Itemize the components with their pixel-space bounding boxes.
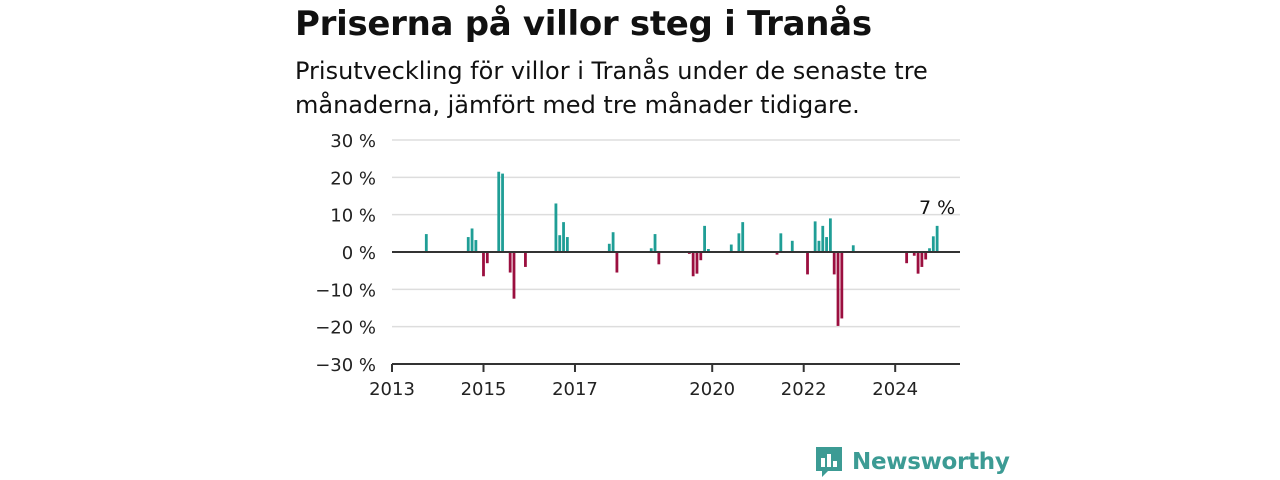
bar — [653, 234, 657, 252]
bar — [931, 236, 935, 252]
bar — [470, 228, 474, 252]
bar — [832, 252, 836, 275]
bar — [485, 252, 489, 264]
bar — [524, 252, 527, 267]
bar — [737, 233, 741, 252]
bar — [424, 234, 428, 252]
x-tick-label: 2015 — [461, 379, 507, 400]
bar — [825, 237, 828, 252]
bar — [928, 248, 931, 252]
bar — [691, 252, 695, 277]
x-tick-label: 2017 — [552, 379, 598, 400]
bar — [497, 171, 501, 252]
bar — [806, 252, 809, 275]
bar — [657, 252, 661, 265]
y-tick-label: 20 % — [330, 168, 376, 189]
bar — [615, 252, 619, 273]
bar — [912, 252, 916, 256]
chart-subtitle: Prisutveckling för villor i Tranås under… — [295, 57, 928, 119]
y-tick-label: −10 % — [315, 280, 376, 301]
bar — [508, 252, 512, 273]
bar — [699, 252, 703, 261]
bar — [482, 252, 485, 277]
bar — [920, 252, 924, 267]
labels: 30 % 20 % 10 % 0 % −10 % −20 % −30 % 2013 2015 20… — [315, 131, 955, 400]
y-tick-label: 0 % — [342, 243, 376, 264]
bar — [821, 225, 825, 252]
bar — [695, 252, 699, 274]
bar — [775, 252, 779, 255]
bar — [840, 252, 844, 319]
data-label: 7 % — [919, 197, 955, 219]
brand-name: Newsworthy — [852, 449, 1010, 475]
bar — [501, 173, 504, 252]
grid-lines — [392, 139, 960, 328]
newsworthy-logo-icon — [816, 447, 842, 477]
bar — [707, 249, 710, 252]
bar — [554, 203, 558, 252]
bar — [790, 240, 794, 252]
bar — [813, 221, 817, 252]
bar — [558, 235, 562, 252]
bar — [466, 237, 470, 252]
bar — [611, 232, 615, 252]
y-tick-label: 10 % — [330, 206, 376, 227]
bar — [817, 240, 821, 252]
bar — [851, 245, 855, 252]
y-tick-label: −30 % — [315, 355, 376, 376]
y-tick-label: −20 % — [315, 318, 376, 339]
bar — [607, 243, 611, 252]
bar — [649, 248, 653, 252]
bar — [741, 222, 745, 252]
bar — [703, 225, 706, 252]
bar — [565, 237, 569, 252]
bar — [828, 218, 832, 252]
bar — [474, 240, 478, 252]
bar — [836, 252, 840, 326]
bar — [512, 252, 516, 299]
x-tick-label: 2024 — [872, 379, 918, 400]
bar — [779, 233, 783, 252]
y-tick-label: 30 % — [330, 131, 376, 152]
bar — [935, 225, 939, 252]
bar — [924, 252, 928, 260]
bar — [916, 252, 920, 274]
axes — [391, 251, 960, 372]
bar — [905, 252, 909, 264]
x-tick-label: 2013 — [369, 379, 415, 400]
bars — [424, 171, 939, 326]
bar — [729, 244, 733, 252]
bar — [562, 222, 565, 252]
chart-title: Priserna på villor steg i Tranås — [295, 4, 872, 44]
x-tick-label: 2020 — [689, 379, 735, 400]
brand-logo: Newsworthy — [814, 446, 1010, 478]
x-tick-label: 2022 — [781, 379, 827, 400]
